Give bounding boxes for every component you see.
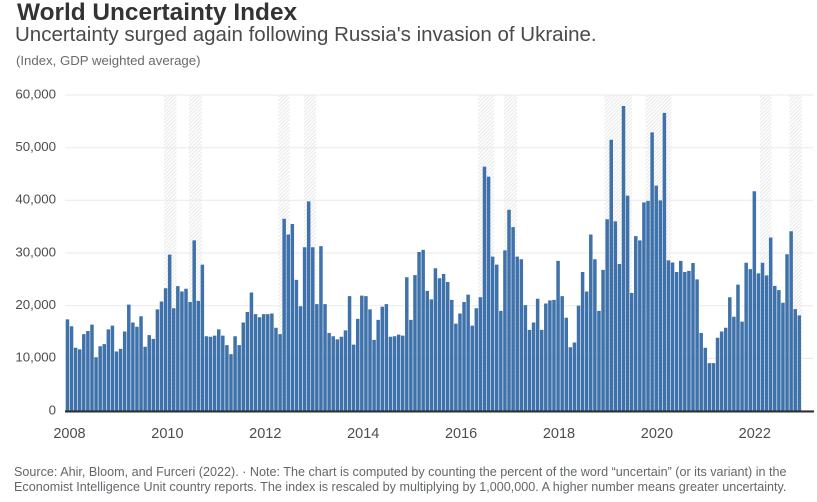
svg-text:2008: 2008	[53, 426, 85, 442]
svg-text:2012: 2012	[249, 426, 281, 442]
svg-text:40,000: 40,000	[15, 192, 56, 207]
svg-text:2010: 2010	[151, 426, 183, 442]
svg-text:20,000: 20,000	[15, 297, 56, 312]
svg-text:50,000: 50,000	[15, 139, 56, 154]
svg-text:2018: 2018	[543, 426, 575, 442]
svg-text:2020: 2020	[641, 426, 673, 442]
svg-text:10,000: 10,000	[15, 350, 56, 365]
svg-text:60,000: 60,000	[15, 86, 56, 101]
svg-text:2014: 2014	[347, 426, 379, 442]
svg-text:2022: 2022	[739, 426, 771, 442]
svg-text:0: 0	[49, 402, 56, 417]
svg-text:30,000: 30,000	[15, 244, 56, 259]
svg-text:2016: 2016	[445, 426, 477, 442]
